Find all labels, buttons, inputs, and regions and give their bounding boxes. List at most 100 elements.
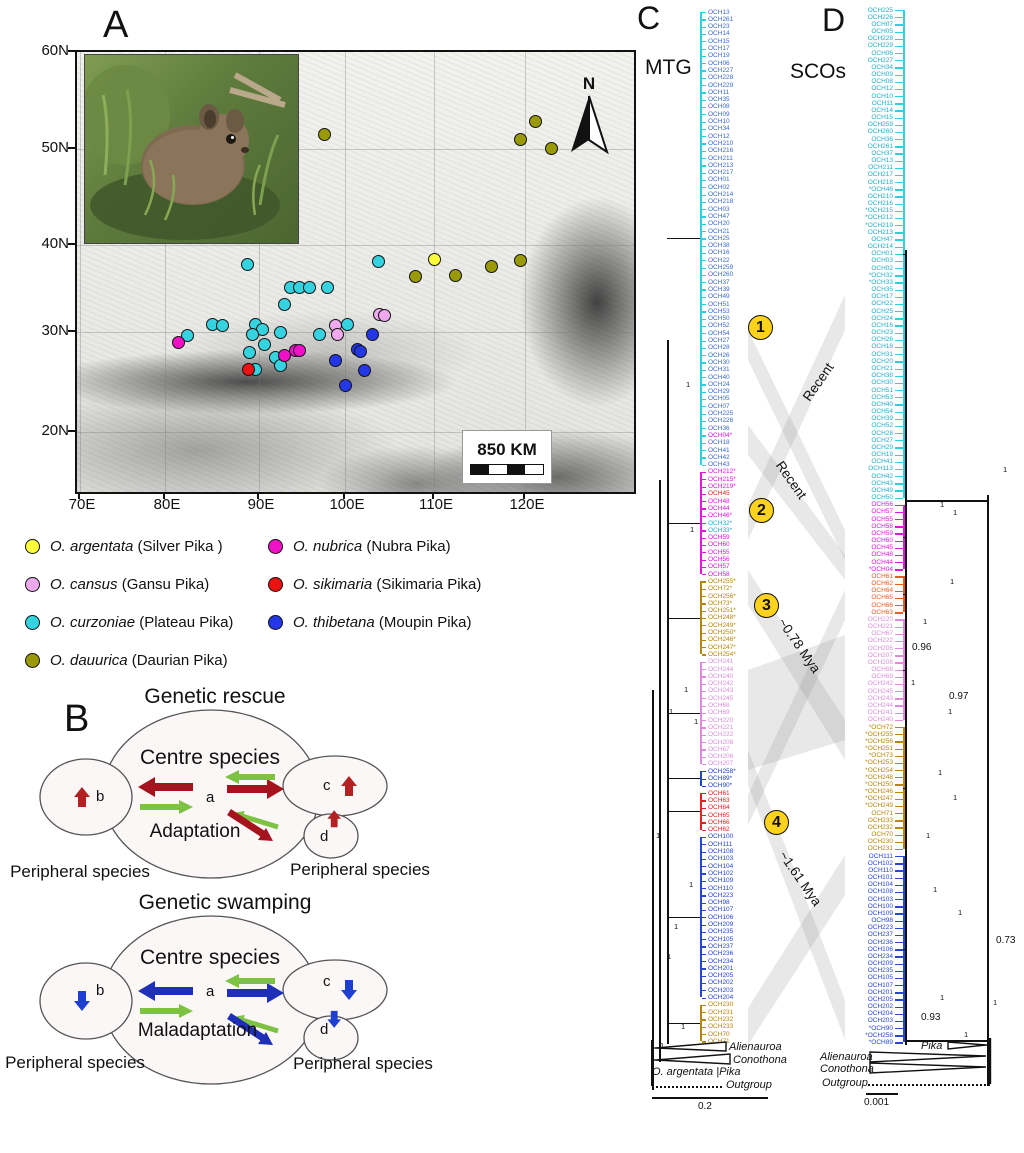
- legend-species-name: O. cansus: [50, 575, 118, 593]
- tree-tip-label: OCH31: [708, 366, 730, 374]
- tree-tip-label: OCH13: [708, 8, 730, 16]
- support-value: 1: [940, 500, 945, 509]
- map-dot: [529, 115, 542, 128]
- tree-tip-label: OCH69: [871, 673, 893, 681]
- tree-branch: [702, 114, 706, 116]
- tree-clade-spine: [700, 771, 702, 786]
- clade-number-badge: 4: [764, 810, 789, 835]
- tree-branch: [702, 1012, 706, 1014]
- tree-branch: [895, 540, 903, 542]
- tree-tip-label: OCH221: [867, 623, 893, 631]
- tree-tip-label: OCH59: [871, 529, 893, 537]
- tree-d-backbone: [905, 250, 907, 1045]
- support-value: 1: [694, 717, 699, 726]
- support-value: 1: [993, 998, 998, 1007]
- tree-branch: [702, 603, 706, 605]
- tree-branch: [702, 793, 706, 795]
- legend-common-name: (Daurian Pika): [127, 651, 228, 669]
- tree-branch: [702, 946, 706, 948]
- swamping-title: Genetic swamping: [138, 891, 312, 914]
- tree-tip-label: OCH218: [867, 178, 893, 186]
- tree-tip-label: OCH24: [871, 314, 893, 322]
- legend-species-name: O. argentata: [50, 537, 134, 555]
- panel-c-label: C: [637, 0, 661, 36]
- tree-branch: [702, 92, 706, 94]
- tree-tip-label: OCH28: [708, 344, 730, 352]
- tree-tip-label: OCH52: [708, 322, 730, 330]
- tree-branch: [702, 501, 706, 503]
- tree-branch: [895, 10, 903, 12]
- tree-branch: [702, 333, 706, 335]
- tree-branch: [895, 397, 903, 399]
- tree-tip-label: OCH110: [868, 866, 893, 874]
- legend-common-name: (Nubra Pika): [362, 537, 451, 555]
- tree-branch: [702, 698, 706, 700]
- tree-branch: [895, 311, 903, 313]
- support-value: 1: [686, 380, 691, 389]
- support-value: 1: [656, 832, 660, 840]
- tree-tip-label: OCH207: [867, 651, 893, 659]
- tree-branch: [702, 953, 706, 955]
- tree-branch: [702, 975, 706, 977]
- rescue-process: Adaptation: [149, 821, 241, 842]
- tree-tip-label: OCH14: [708, 30, 730, 38]
- tree-tip-label: OCH232: [867, 823, 893, 831]
- tree-branch: [895, 906, 903, 908]
- tree-tip-label: OCH113: [868, 465, 893, 473]
- tree-branch: [895, 927, 903, 930]
- tree-branch: [702, 961, 706, 963]
- tree-branch: [895, 519, 903, 521]
- tree-clade-spine: [700, 471, 702, 575]
- tree-branch: [895, 949, 903, 951]
- lon-tick-mark: [523, 492, 525, 499]
- tree-branch: [702, 391, 706, 393]
- tree-branch: [895, 404, 903, 406]
- tree-branch: [895, 762, 903, 765]
- legend-species-label: O. sikimaria (Sikimaria Pika): [293, 576, 481, 593]
- tree-branch: [702, 128, 706, 131]
- tree-branch: [702, 712, 706, 715]
- tree-branch: [702, 931, 706, 934]
- lat-tick-label: 20N: [41, 422, 69, 439]
- tree-tip-label: OCH66: [871, 601, 893, 609]
- tree-branch: [895, 346, 903, 349]
- tree-branch: [702, 165, 706, 167]
- tree-tip-label: OCH60: [708, 541, 730, 549]
- tree-branch: [702, 471, 706, 474]
- tree-c-scale-value: 0.2: [698, 1101, 712, 1112]
- tree-tip-label: OCH107: [708, 906, 734, 914]
- tree-branch: [702, 880, 706, 882]
- tree-branch: [895, 562, 903, 564]
- tree-branch: [895, 963, 903, 965]
- tree-tip-label: OCH100: [708, 833, 734, 841]
- tree-branch: [702, 617, 706, 620]
- tree-tip-label: OCH22: [871, 300, 893, 308]
- tree-tip-label: OCH29: [708, 388, 730, 396]
- tree-branch: [895, 425, 903, 428]
- tree-backbone-stub: [903, 670, 906, 672]
- tanglegram-band: [748, 425, 845, 580]
- tree-tip-label: OCH07: [708, 402, 730, 410]
- tree-branch: [702, 187, 706, 189]
- tree-tip-label: OCH60: [871, 537, 893, 545]
- tree-branch: [702, 435, 706, 437]
- lat-tick-mark: [68, 243, 75, 245]
- tree-c-outgroup-label: Outgroup: [726, 1079, 772, 1091]
- tree-tip-label: OCH241: [867, 709, 893, 717]
- lat-tick-mark: [68, 330, 75, 332]
- tree-tip-label: OCH22: [708, 256, 730, 264]
- tree-tip-label: OCH19: [708, 52, 730, 60]
- tree-backbone-stub: [667, 778, 700, 780]
- swamping-d: d: [320, 1021, 329, 1038]
- lat-tick-mark: [68, 430, 75, 432]
- map-dot: [241, 258, 254, 271]
- map-dot: [172, 336, 185, 349]
- tree-tip-label: OCH35: [871, 286, 893, 294]
- tree-branch: [702, 26, 706, 28]
- tree-branch: [895, 174, 903, 177]
- map-dot: [428, 253, 441, 266]
- tree-branch: [895, 1042, 903, 1044]
- tree-branch: [702, 282, 706, 284]
- tree-branch: [895, 992, 903, 994]
